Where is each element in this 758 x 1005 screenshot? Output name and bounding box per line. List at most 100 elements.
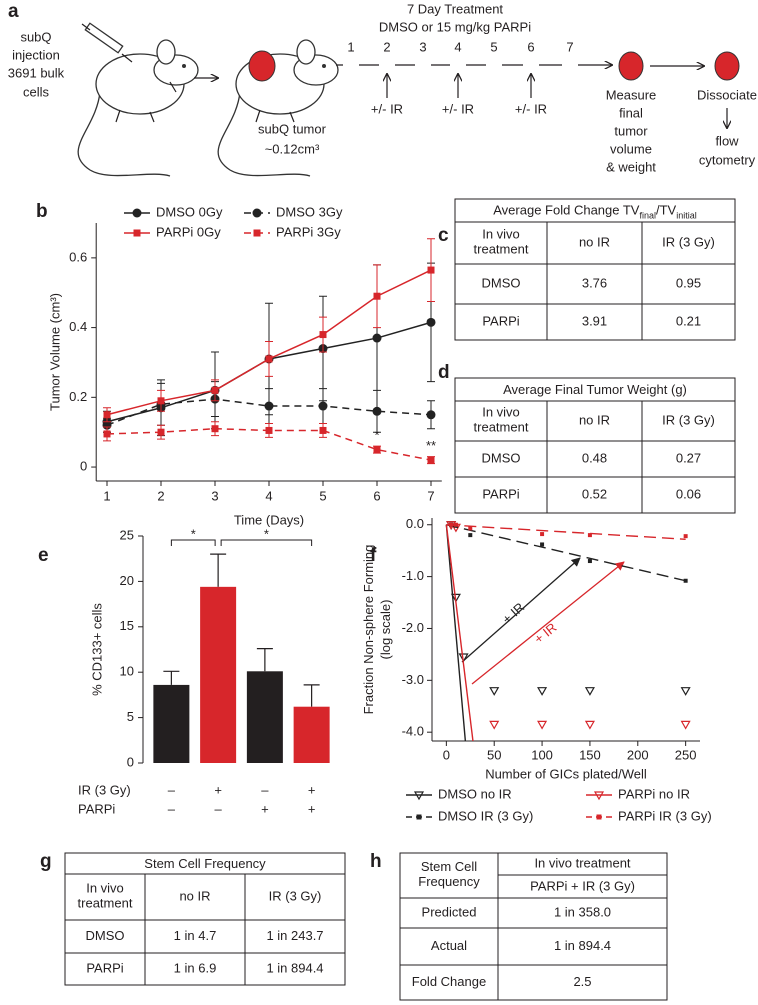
diagram-text: tumor (614, 123, 648, 138)
table-cell: 1 in 243.7 (266, 928, 323, 943)
marker (427, 456, 435, 464)
x-tick-label: 0 (443, 747, 450, 762)
table-header: IR (3 Gy) (662, 412, 715, 427)
mouse-ear (156, 39, 176, 65)
table-border (454, 377, 736, 514)
table-header: PARPi + IR (3 Gy) (530, 878, 635, 893)
marker (318, 401, 328, 411)
diagram-text: ~0.12cm³ (265, 141, 320, 156)
marker (450, 593, 461, 603)
x-tick-label: 2 (157, 488, 164, 503)
y-tick-label: -1.0 (402, 568, 424, 583)
day-bg (415, 56, 431, 74)
table-cell: 1 in 894.4 (554, 938, 611, 953)
marker (413, 791, 425, 801)
table-header-line: Frequency (418, 874, 480, 889)
marker (157, 428, 165, 436)
error-bar (256, 647, 273, 672)
day-label: 1 (347, 39, 354, 54)
condition-value: – (215, 801, 223, 816)
table-cell: 0.21 (676, 313, 701, 328)
x-axis-label: Number of GICs plated/Well (485, 766, 647, 781)
table-cell: DMSO (482, 450, 521, 465)
y-tick-label: 0 (127, 754, 134, 769)
y-tick-label: 25 (120, 527, 134, 542)
marker (373, 292, 381, 300)
marker (453, 522, 458, 527)
error-bar (163, 670, 180, 685)
day-bg (379, 56, 395, 74)
table-cell: PARPi (86, 960, 123, 975)
marker (416, 814, 422, 820)
table-header-line: In vivo (482, 405, 520, 420)
table-header-line: treatment (78, 896, 133, 911)
y-tick-label: 0.0 (406, 516, 424, 531)
table-border (454, 198, 736, 341)
table-header: IR (3 Gy) (662, 234, 715, 249)
legend-label: DMSO no IR (438, 786, 512, 801)
y-tick-label: 0 (80, 458, 87, 473)
panel-label: c (438, 225, 449, 246)
significance-label: * (264, 526, 269, 541)
table-cell: DMSO (86, 928, 125, 943)
table-cell: 0.52 (582, 486, 607, 501)
table-header-line: In vivo (86, 881, 124, 896)
table-header: no IR (579, 234, 610, 249)
mouse (77, 22, 199, 177)
diagram-text: 7 Day Treatment (407, 1, 503, 16)
marker (252, 208, 262, 218)
panel-label: b (36, 201, 48, 222)
table-cell: 3.76 (582, 275, 607, 290)
table-header: In vivo treatment (474, 227, 529, 257)
day-label: 7 (566, 39, 573, 54)
condition-value: – (168, 782, 176, 797)
day-bg (523, 56, 539, 74)
mouse (217, 39, 339, 177)
diagram-text: cytometry (699, 152, 756, 167)
table-header: In vivo treatment (474, 405, 529, 435)
table-title-part: Average Fold Change TV (493, 203, 640, 218)
day-bg (486, 56, 502, 74)
panel-label: f (370, 545, 377, 566)
table-title-part: /TV (656, 203, 677, 218)
mouse-eye (182, 64, 186, 68)
condition-value: – (261, 782, 269, 797)
table-cell: 1 in 4.7 (174, 928, 217, 943)
marker (489, 687, 500, 696)
table-cell: 1 in 6.9 (174, 960, 217, 975)
diagram-text: Dissociate (697, 87, 757, 102)
marker (426, 317, 436, 327)
condition-value: + (308, 782, 316, 797)
days: 1 2 3 4 5 6 7 +/- IR +/- IR +/- IR (343, 39, 578, 116)
mouse-eye (322, 64, 326, 68)
marker (265, 355, 273, 363)
y-tick-label: 0.4 (69, 319, 87, 334)
table-header-line: Stem Cell (421, 859, 477, 874)
marker (587, 559, 592, 564)
table-cell: 0.48 (582, 450, 607, 465)
marker (132, 208, 142, 218)
table-header: no IR (579, 412, 610, 427)
annotation: + IR (531, 620, 559, 647)
marker (319, 331, 327, 339)
significance-bracket (170, 539, 216, 546)
ir-label: +/- IR (371, 101, 403, 116)
x-tick-label: 200 (627, 747, 649, 762)
panel-label: d (438, 362, 450, 383)
panel-label: e (38, 545, 49, 566)
fit-line (445, 524, 474, 741)
condition-value: + (308, 801, 316, 816)
annotation: ** (426, 438, 436, 453)
marker (157, 397, 165, 405)
tumor (714, 51, 740, 81)
tumor (618, 51, 644, 81)
day-bg (450, 56, 466, 74)
marker (372, 406, 382, 416)
marker (587, 533, 592, 538)
condition-label: IR (3 Gy) (78, 782, 131, 797)
table-cell: PARPi (482, 313, 519, 328)
table-cell: 1 in 894.4 (266, 960, 323, 975)
day-label: 4 (454, 39, 461, 54)
marker (265, 426, 273, 434)
error-bar (303, 684, 320, 707)
